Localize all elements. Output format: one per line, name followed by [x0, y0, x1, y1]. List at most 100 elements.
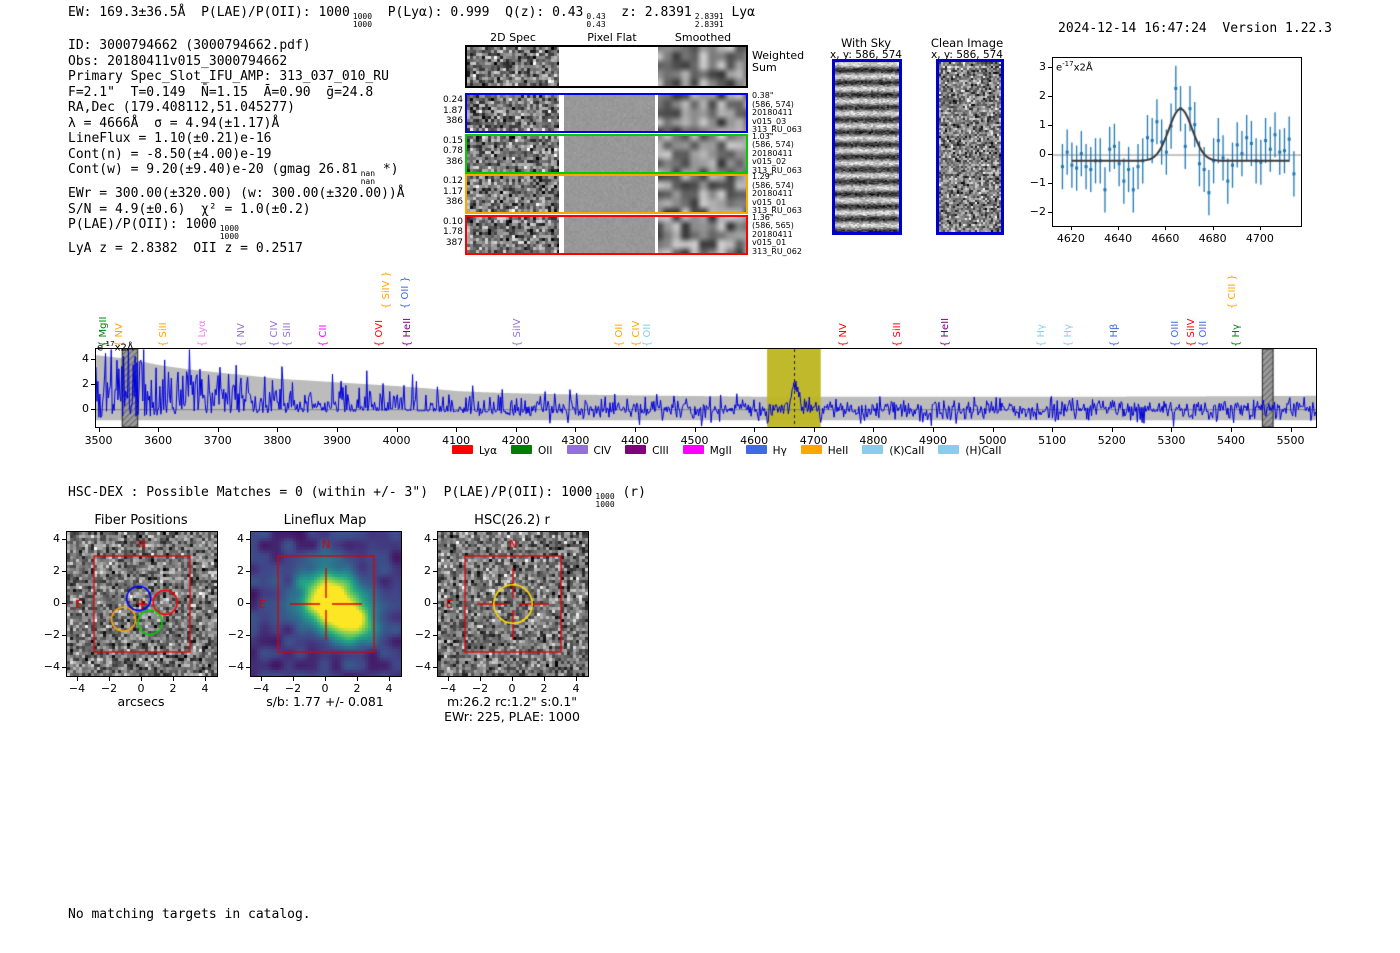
fiber-positions-title: Fiber Positions [94, 513, 188, 528]
tick-mark [932, 428, 934, 432]
spectrum-xtick: 3900 [322, 434, 351, 447]
cutout-ytick: 2 [53, 564, 60, 577]
emission-line-label: { SiII [892, 322, 904, 347]
cutout-xtick: 2 [540, 682, 548, 695]
2d-spec-noise [467, 135, 559, 172]
tick-mark [246, 571, 250, 572]
tick-mark [109, 677, 110, 681]
hsc-cutout-title: HSC(26.2) r [474, 513, 550, 528]
emission-line-label: { Hγ [1231, 324, 1243, 347]
2d-spec-noise [467, 95, 559, 131]
cutout-xtick: −4 [439, 682, 457, 695]
cutout-xtick: 4 [201, 682, 209, 695]
emission-line-label: { SiIV [511, 318, 523, 347]
legend-swatch [745, 445, 767, 454]
cutout-xtick: −4 [252, 682, 270, 695]
tick-mark [1171, 428, 1173, 432]
emission-line-label: { SiII [282, 322, 294, 347]
tick-mark [992, 428, 994, 432]
lineflux-map-title: Lineflux Map [283, 513, 367, 528]
summary-header: EW: 169.3±36.5Å P(LAE)/P(OII): 1000 1000 1… [68, 5, 755, 29]
pixel-flat-noise [564, 216, 655, 253]
legend-item: HeII [800, 445, 848, 457]
cutout-ytick: −4 [414, 660, 431, 673]
weighted-sum-label: Weighted Sum [752, 49, 805, 74]
cutout-xtick: −4 [68, 682, 86, 695]
cutout-ytick: −4 [43, 660, 60, 673]
smoothed-noise [658, 95, 746, 131]
inset-xtick: 4640 [1104, 232, 1133, 245]
emission-line-label: { SiII [157, 322, 169, 347]
emission-line-label: { HeII [939, 317, 951, 347]
info-line: RA,Dec (179.408112,51.045277) [68, 100, 295, 115]
timestamp: 2024-12-14 16:47:24 [1058, 20, 1207, 36]
with-sky-subtitle: x, y: 586, 574 [830, 49, 902, 61]
tick-mark [1212, 226, 1214, 230]
spectrum-xtick: 3800 [263, 434, 292, 447]
pixel-flat-noise [564, 135, 655, 172]
clean-image-title: Clean Image [930, 36, 1004, 50]
tick-mark [512, 677, 513, 681]
tick-mark [1048, 154, 1052, 156]
tick-mark [480, 677, 481, 681]
col-title-pixelflat: Pixel Flat [587, 31, 637, 44]
hsc-match-summary: HSC-DEX : Possible Matches = 0 (within +… [68, 485, 646, 509]
spectrum-xtick: 4600 [740, 434, 769, 447]
spectrum-ytick: 0 [82, 401, 89, 415]
tick-mark [754, 428, 756, 432]
tick-mark [1052, 428, 1054, 432]
tick-mark [217, 428, 219, 432]
cutout-xtick: −2 [284, 682, 302, 695]
cutout-ytick: 0 [53, 596, 60, 609]
emission-line-label: { HeII [401, 317, 413, 347]
spectrum-xtick: 4300 [561, 434, 590, 447]
spectrum-xtick: 3600 [144, 434, 173, 447]
footer-line-1: No matching targets in catalog. [68, 907, 311, 922]
cutout-ytick: −4 [227, 660, 244, 673]
tick-mark [1290, 428, 1292, 432]
legend-swatch [511, 445, 533, 454]
with-sky-image [832, 59, 902, 235]
tick-mark [448, 677, 449, 681]
emission-line-label: { CIII } [1226, 274, 1238, 309]
tick-mark [246, 635, 250, 636]
inset-xtick: 4620 [1056, 232, 1085, 245]
tick-mark [91, 408, 95, 410]
pixel-flat-image [564, 216, 655, 253]
with-sky-title: With Sky [840, 36, 892, 50]
col-title-smoothed: Smoothed [674, 31, 732, 44]
row-left-labels: 0.24 1.87 386 [442, 95, 463, 126]
tick-mark [433, 635, 437, 636]
row-left-labels: 0.12 1.17 386 [442, 176, 463, 207]
hsc-xlabel2: EWr: 225, PLAE: 1000 [444, 709, 580, 724]
cutout-xtick: −2 [471, 682, 489, 695]
line-fit-plot [1052, 57, 1302, 227]
hsc-xlabel: m:26.2 rc:1.2" s:0.1" [446, 694, 578, 709]
tick-mark [1048, 183, 1052, 184]
2d-spec-noise [467, 176, 559, 212]
row-left-labels: 0.10 1.78 387 [442, 216, 463, 248]
tick-mark [77, 677, 78, 681]
inset-xtick: 4700 [1245, 232, 1274, 245]
pixel-flat-noise [564, 176, 655, 212]
smoothed-image [658, 95, 746, 131]
cutout-xtick: 0 [508, 682, 516, 695]
tick-mark [1048, 96, 1052, 98]
spectrum-xtick: 5300 [1157, 434, 1186, 447]
spectrum-xtick: 4100 [442, 434, 471, 447]
2d-spec-image [467, 135, 559, 172]
spectrum-ytick: 4 [82, 352, 89, 366]
info-line: Cont(n) = -8.50(±4.00)e-19 [68, 146, 272, 162]
emission-line-label: { OII [614, 323, 626, 347]
inset-ytick: 1 [1039, 118, 1046, 132]
smoothed-noise [658, 176, 746, 212]
full-spectrum-canvas [96, 349, 1316, 427]
tick-mark [1165, 226, 1167, 230]
tick-mark [1230, 428, 1232, 432]
inset-ytick: 2 [1039, 89, 1046, 103]
info-line: P(LAE)/P(OII): 1000 1000 1000 [68, 217, 239, 241]
cutout-ytick: 4 [237, 532, 244, 545]
info-line: Cont(w) = 9.20(±9.40)e-20 (gmag 26.81 nan… [68, 162, 399, 186]
legend-item: (K)CaII [862, 445, 924, 457]
legend-swatch [862, 445, 884, 454]
